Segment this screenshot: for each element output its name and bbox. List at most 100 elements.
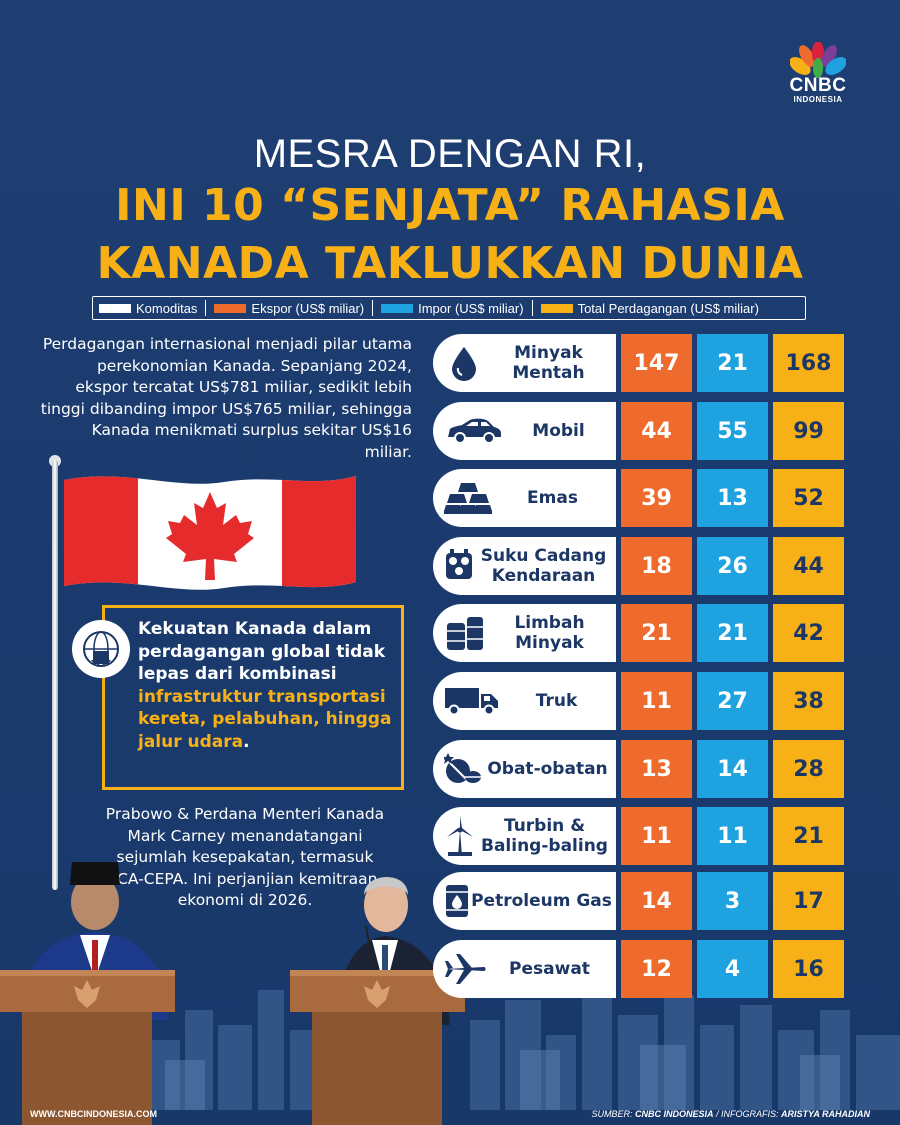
impor-value: 27 xyxy=(697,672,768,730)
credit-name: ARISTYA RAHADIAN xyxy=(781,1109,870,1119)
total-value: 28 xyxy=(773,740,844,798)
legend-swatch xyxy=(540,303,573,313)
table-row: Turbin & Baling-baling 11 11 21 xyxy=(433,807,844,865)
legend-label: Komoditas xyxy=(136,300,198,316)
table-row: Truk 11 27 38 xyxy=(433,672,844,730)
callout-end: . xyxy=(243,731,250,752)
total-value: 99 xyxy=(773,402,844,460)
commodity-cell: Emas xyxy=(433,469,616,527)
total-value: 21 xyxy=(773,807,844,865)
wind-turbine-icon xyxy=(443,816,477,856)
ekspor-value: 39 xyxy=(621,469,692,527)
legend-divider xyxy=(372,300,374,316)
legend-item-impor: Impor (US$ miliar) xyxy=(381,300,524,316)
pills-icon xyxy=(443,749,483,789)
global-trade-icon xyxy=(72,620,130,678)
commodity-name: Petroleum Gas xyxy=(471,891,612,911)
headline-line-3: KANADA TAKLUKKAN DUNIA xyxy=(96,238,804,289)
impor-value: 13 xyxy=(697,469,768,527)
impor-value: 21 xyxy=(697,604,768,662)
website-link[interactable]: WWW.CNBCINDONESIA.COM xyxy=(30,1109,157,1119)
source-credit: SUMBER: CNBC INDONESIA / INFOGRAFIS: ARI… xyxy=(591,1109,870,1119)
intro-paragraph: Perdagangan internasional menjadi pilar … xyxy=(40,335,412,461)
table-row: Petroleum Gas 14 3 17 xyxy=(433,872,844,930)
impor-value: 11 xyxy=(697,807,768,865)
airplane-icon xyxy=(443,949,487,989)
legend: Komoditas Ekspor (US$ miliar) Impor (US$… xyxy=(92,296,806,320)
car-icon xyxy=(443,411,505,451)
commodity-cell: Obat-obatan xyxy=(433,740,616,798)
total-value: 16 xyxy=(773,940,844,998)
ekspor-value: 21 xyxy=(621,604,692,662)
table-row: Emas 39 13 52 xyxy=(433,469,844,527)
peacock-icon xyxy=(790,42,846,78)
legend-item-total: Total Perdagangan (US$ miliar) xyxy=(540,301,759,316)
legend-label: Ekspor (US$ miliar) xyxy=(251,300,365,316)
impor-value: 26 xyxy=(697,537,768,595)
total-value: 44 xyxy=(773,537,844,595)
source-label: SUMBER: xyxy=(591,1109,635,1119)
commodity-cell: Suku Cadang Kendaraan xyxy=(433,537,616,595)
ekspor-value: 18 xyxy=(621,537,692,595)
logo-brand: CNBC xyxy=(789,75,847,96)
legend-label: Impor (US$ miliar) xyxy=(418,300,524,316)
callout-text: Kekuatan Kanada dalam perdagangan global… xyxy=(138,618,400,753)
table-row: Suku Cadang Kendaraan 18 26 44 xyxy=(433,537,844,595)
ekspor-value: 13 xyxy=(621,740,692,798)
canada-flag xyxy=(64,476,356,590)
commodity-cell: Truk xyxy=(433,672,616,730)
table-row: Minyak Mentah 147 21 168 xyxy=(433,334,844,392)
right-podium xyxy=(290,925,465,1125)
commodity-cell: Turbin & Baling-baling xyxy=(433,807,616,865)
total-value: 168 xyxy=(773,334,844,392)
commodity-cell: Limbah Minyak xyxy=(433,604,616,662)
ekspor-value: 44 xyxy=(621,402,692,460)
commodity-cell: Mobil xyxy=(433,402,616,460)
ekspor-value: 11 xyxy=(621,672,692,730)
table-row: Limbah Minyak 21 21 42 xyxy=(433,604,844,662)
commodity-name: Pesawat xyxy=(509,959,590,979)
table-row: Pesawat 12 4 16 xyxy=(433,940,844,998)
ekspor-value: 11 xyxy=(621,807,692,865)
commodity-cell: Pesawat xyxy=(433,940,616,998)
headline-line-1: MESRA DENGAN RI, xyxy=(253,132,647,176)
commodity-name: Emas xyxy=(527,488,578,508)
gas-barrel-icon xyxy=(443,881,471,921)
commodity-cell: Petroleum Gas xyxy=(433,872,616,930)
cnbc-logo: CNBC INDONESIA xyxy=(782,42,854,114)
commodity-name: Truk xyxy=(535,691,578,711)
flagpole xyxy=(52,460,58,890)
impor-value: 3 xyxy=(697,872,768,930)
headline-line-2: INI 10 “SENJATA” RAHASIA xyxy=(115,180,785,231)
oil-drop-icon xyxy=(443,343,485,383)
commodity-name: Limbah Minyak xyxy=(514,613,585,653)
ekspor-value: 14 xyxy=(621,872,692,930)
table-row: Mobil 44 55 99 xyxy=(433,402,844,460)
ekspor-value: 147 xyxy=(621,334,692,392)
leaders-photo xyxy=(0,862,465,1125)
commodity-name: Suku Cadang Kendaraan xyxy=(480,546,607,586)
credit-label: INFOGRAFIS: xyxy=(720,1109,781,1119)
ekspor-value: 12 xyxy=(621,940,692,998)
legend-divider xyxy=(531,300,533,316)
callout-highlight: infrastruktur transportasi kereta, pelab… xyxy=(138,686,392,752)
truck-icon xyxy=(443,681,501,721)
legend-item-ekspor: Ekspor (US$ miliar) xyxy=(214,301,364,316)
source-separator: / xyxy=(713,1109,721,1119)
left-podium xyxy=(0,970,175,1125)
commodity-name: Obat-obatan xyxy=(487,759,608,779)
impor-value: 4 xyxy=(697,940,768,998)
callout-plain: Kekuatan Kanada dalam perdagangan global… xyxy=(138,619,386,684)
engine-part-icon xyxy=(443,546,475,586)
callout-box xyxy=(102,605,404,790)
legend-swatch xyxy=(214,303,247,313)
impor-value: 55 xyxy=(697,402,768,460)
impor-value: 21 xyxy=(697,334,768,392)
source-name: CNBC INDONESIA xyxy=(634,1109,714,1119)
impor-value: 14 xyxy=(697,740,768,798)
total-value: 38 xyxy=(773,672,844,730)
legend-divider xyxy=(205,300,207,316)
legend-item-komoditas: Komoditas xyxy=(99,301,197,316)
commodity-cell: Minyak Mentah xyxy=(433,334,616,392)
table-row: Obat-obatan 13 14 28 xyxy=(433,740,844,798)
